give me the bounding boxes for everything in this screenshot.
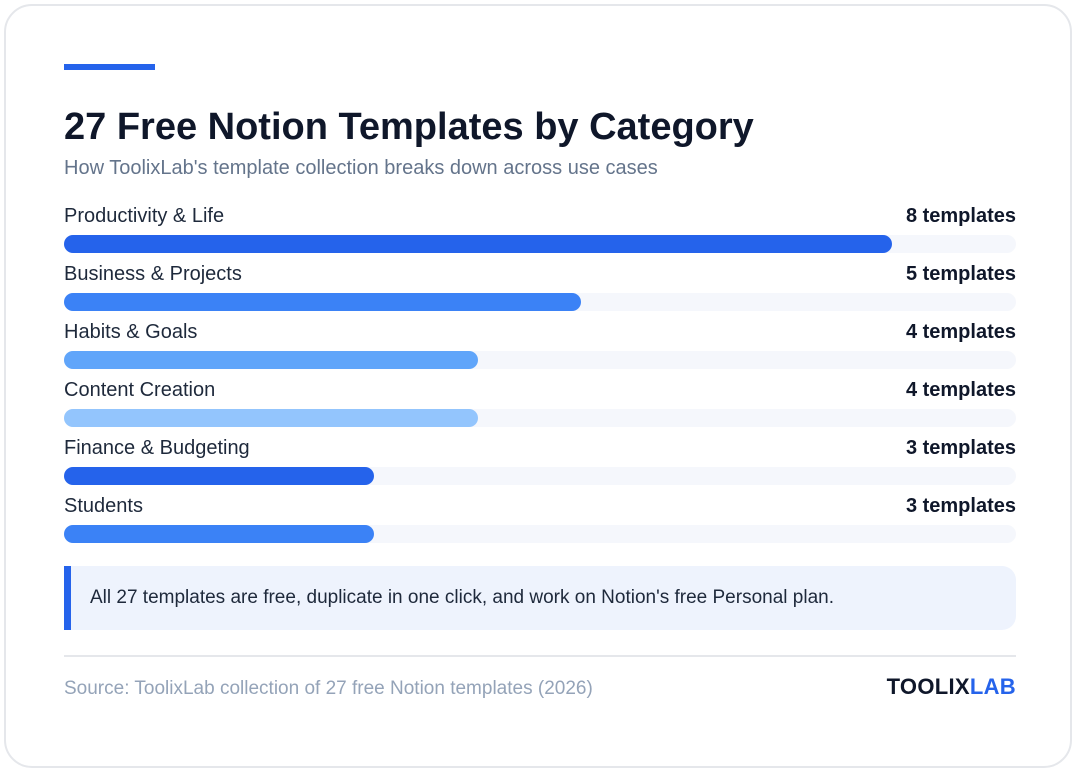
bar bbox=[64, 525, 374, 543]
bar-track bbox=[64, 467, 1016, 485]
bar-track bbox=[64, 409, 1016, 427]
brand-part-lab: LAB bbox=[969, 674, 1016, 699]
bar bbox=[64, 467, 374, 485]
category-label: Students bbox=[64, 495, 143, 517]
bar-row: Content Creation 4 templates bbox=[64, 378, 1016, 428]
note-accent-bar bbox=[64, 566, 71, 630]
bar bbox=[64, 235, 892, 253]
category-label: Finance & Budgeting bbox=[64, 437, 250, 459]
bar-row: Finance & Budgeting 3 templates bbox=[64, 436, 1016, 486]
value-label: 5 templates bbox=[905, 263, 1016, 285]
source-text: Source: ToolixLab collection of 27 free … bbox=[64, 678, 593, 699]
chart-subtitle: How ToolixLab's template collection brea… bbox=[64, 157, 658, 179]
chart-card bbox=[4, 4, 1072, 768]
note-text: All 27 templates are free, duplicate in … bbox=[90, 587, 834, 608]
bar-row: Students 3 templates bbox=[64, 494, 1016, 544]
value-label: 3 templates bbox=[905, 437, 1016, 459]
category-label: Habits & Goals bbox=[64, 321, 198, 343]
value-label: 8 templates bbox=[905, 205, 1016, 227]
title-accent-bar bbox=[64, 64, 155, 70]
chart-title: 27 Free Notion Templates by Category bbox=[64, 106, 754, 148]
info-note: All 27 templates are free, duplicate in … bbox=[64, 566, 1016, 630]
bar bbox=[64, 409, 478, 427]
bar-row: Business & Projects 5 templates bbox=[64, 262, 1016, 312]
bar-row: Productivity & Life 8 templates bbox=[64, 204, 1016, 254]
brand-part-toolix: TOOLIX bbox=[886, 674, 970, 699]
value-label: 4 templates bbox=[905, 321, 1016, 343]
value-label: 3 templates bbox=[905, 495, 1016, 517]
bar-track bbox=[64, 351, 1016, 369]
category-label: Content Creation bbox=[64, 379, 216, 401]
brand-logo: TOOLIXLAB bbox=[887, 674, 1016, 700]
bar-chart: Productivity & Life 8 templates Business &… bbox=[64, 204, 1016, 549]
bar-row: Habits & Goals 4 templates bbox=[64, 320, 1016, 370]
category-label: Productivity & Life bbox=[64, 205, 225, 227]
bar bbox=[64, 351, 478, 369]
value-label: 4 templates bbox=[905, 379, 1016, 401]
footer-divider bbox=[64, 655, 1016, 657]
bar-track bbox=[64, 235, 1016, 253]
bar-track bbox=[64, 293, 1016, 311]
category-label: Business & Projects bbox=[64, 263, 242, 285]
bar-track bbox=[64, 525, 1016, 543]
bar bbox=[64, 293, 581, 311]
